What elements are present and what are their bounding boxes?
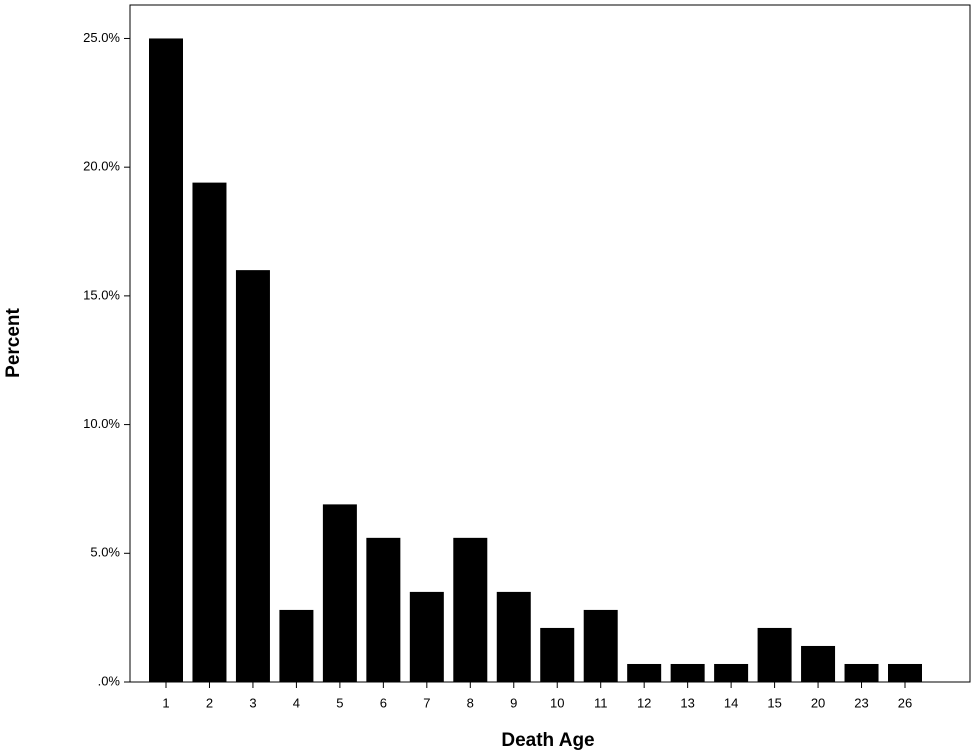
y-tick-label: .0% bbox=[98, 673, 121, 688]
bar bbox=[670, 663, 705, 682]
bar bbox=[888, 663, 922, 682]
x-tick-label: 5 bbox=[336, 695, 343, 710]
x-tick-label: 23 bbox=[854, 695, 868, 710]
x-axis-title: Death Age bbox=[501, 730, 594, 751]
bar bbox=[757, 627, 792, 682]
x-tick-label: 12 bbox=[637, 695, 651, 710]
x-tick-label: 3 bbox=[249, 695, 256, 710]
y-axis-title: Percent bbox=[3, 307, 24, 377]
x-tick-label: 1 bbox=[162, 695, 169, 710]
x-tick-label: 8 bbox=[467, 695, 474, 710]
x-tick-label: 10 bbox=[550, 695, 564, 710]
bar bbox=[366, 537, 401, 682]
bar bbox=[583, 609, 618, 682]
x-tick-label: 20 bbox=[811, 695, 825, 710]
bar bbox=[844, 663, 879, 682]
x-tick-label: 13 bbox=[680, 695, 694, 710]
y-tick-label: 5.0% bbox=[90, 545, 120, 560]
y-tick-label: 20.0% bbox=[83, 159, 120, 174]
bar bbox=[453, 537, 488, 682]
x-tick-label: 15 bbox=[767, 695, 781, 710]
bar bbox=[540, 627, 575, 682]
x-tick-label: 6 bbox=[380, 695, 387, 710]
x-tick-label: 14 bbox=[724, 695, 738, 710]
x-tick-label: 2 bbox=[206, 695, 213, 710]
bar bbox=[496, 591, 531, 682]
y-tick-label: 15.0% bbox=[83, 287, 120, 302]
y-tick-label: 25.0% bbox=[83, 30, 120, 45]
x-tick-label: 11 bbox=[594, 695, 608, 710]
bar bbox=[149, 38, 183, 683]
y-tick-label: 10.0% bbox=[83, 416, 120, 431]
bar bbox=[409, 591, 444, 682]
x-tick-label: 7 bbox=[423, 695, 430, 710]
bar bbox=[714, 663, 749, 682]
bar bbox=[279, 609, 314, 682]
x-tick-label: 9 bbox=[510, 695, 517, 710]
bar bbox=[192, 182, 227, 682]
bar bbox=[801, 645, 836, 682]
x-tick-label: 4 bbox=[293, 695, 300, 710]
bar bbox=[322, 504, 357, 682]
bar bbox=[235, 270, 270, 682]
x-tick-label: 26 bbox=[898, 695, 912, 710]
bar bbox=[627, 663, 662, 682]
